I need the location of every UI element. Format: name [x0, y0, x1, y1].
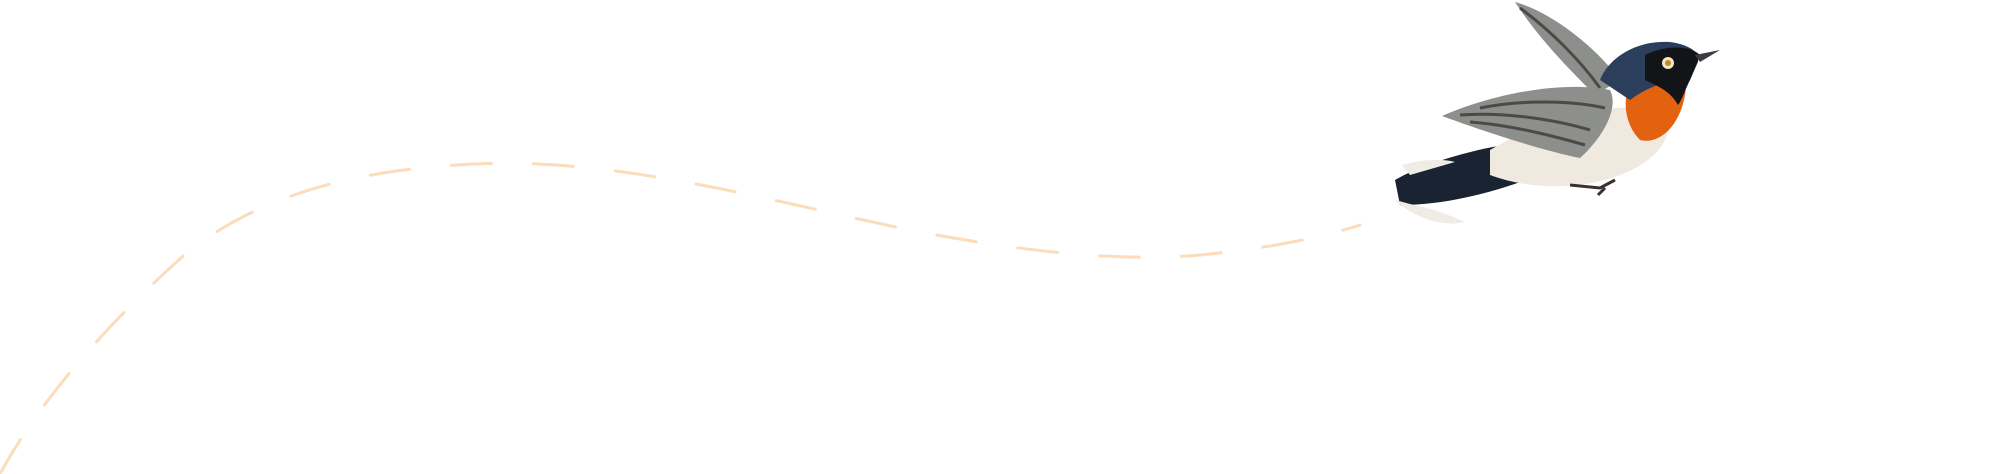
bird-icon: [1395, 2, 1720, 224]
dashed-flight-path: [0, 161, 1362, 474]
